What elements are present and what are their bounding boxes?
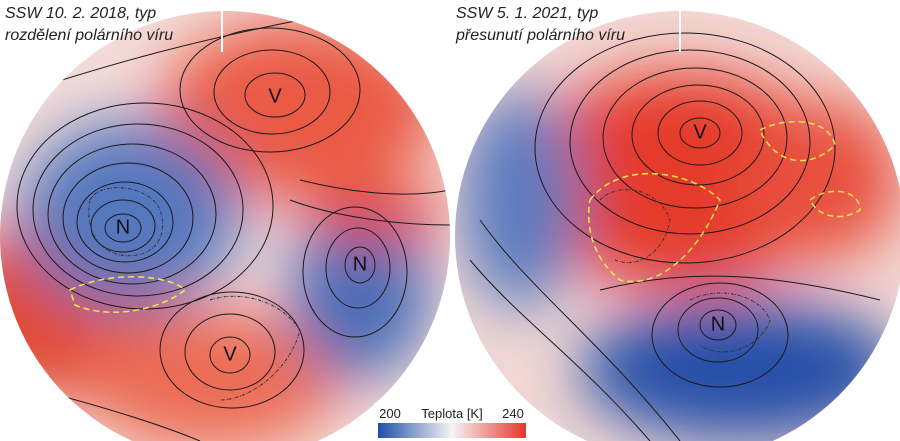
pressure-label: V: [268, 85, 282, 107]
map-left: [0, 11, 450, 441]
colorbar: 200 Teplota [K] 240: [374, 403, 530, 441]
map-title: SSW 10. 2. 2018, typ: [5, 5, 156, 22]
pressure-label: N: [116, 216, 130, 238]
colorbar-max: 240: [502, 406, 524, 421]
map-subtitle: přesunutí polárního víru: [455, 27, 625, 44]
pressure-label: V: [693, 121, 707, 143]
colorbar-scale: [378, 423, 526, 438]
colorbar-min: 200: [379, 406, 401, 421]
contours: [469, 32, 881, 441]
colorbar-title: Teplota [K]: [421, 406, 482, 421]
map-subtitle: rozdělení polárního víru: [5, 27, 173, 44]
pressure-label: N: [711, 313, 725, 335]
pressure-label: V: [223, 343, 237, 365]
map-right: [455, 11, 900, 441]
pressure-label: N: [353, 253, 367, 275]
map-title: SSW 5. 1. 2021, typ: [456, 5, 598, 22]
